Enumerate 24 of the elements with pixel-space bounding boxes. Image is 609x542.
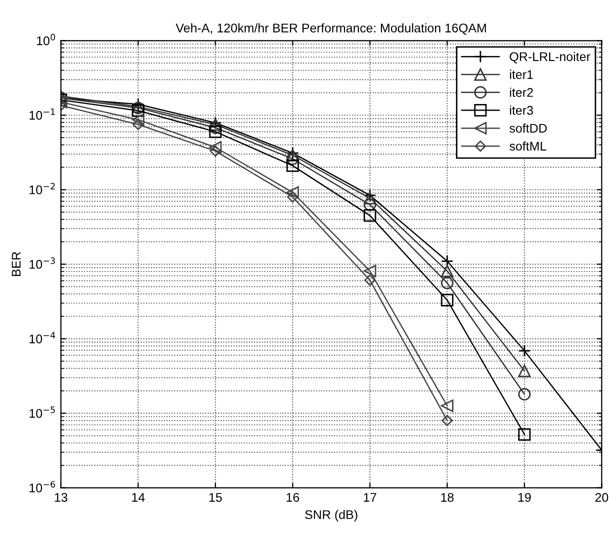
- legend-label: iter3: [510, 106, 533, 115]
- x-tick-label: 14: [132, 493, 145, 502]
- legend-label: iter1: [510, 70, 533, 79]
- x-tick-label: 20: [595, 492, 608, 502]
- x-tick-label: 16: [286, 492, 300, 502]
- y-tick-label: 10$^{−1}$: [30, 108, 55, 120]
- chart-title: Veh-A, 120km/hr BER Performance: Modulation 16QAM: [176, 23, 486, 35]
- legend-label: softML: [510, 141, 546, 151]
- x-tick-label: 17: [364, 493, 376, 502]
- legend-label: softDD: [510, 124, 547, 133]
- y-tick-label: 10$^{−5}$: [30, 406, 55, 418]
- x-tick-label: 13: [54, 492, 68, 502]
- y-tick-label: 10$^{−6}$: [30, 480, 56, 492]
- legend-label: iter2: [510, 88, 533, 97]
- y-tick-label: 10$^{−3}$: [30, 257, 55, 269]
- legend-label: QR-LRL-noiter: [510, 52, 590, 64]
- y-tick-label: 10$^{0}$: [36, 34, 56, 46]
- x-tick-label: 19: [518, 492, 531, 502]
- x-axis-title: SNR (dB): [305, 510, 358, 522]
- y-tick-label: 10$^{−4}$: [30, 332, 56, 344]
- y-axis-title: BER: [12, 252, 21, 276]
- x-tick-label: 15: [209, 493, 222, 502]
- y-tick-label: 10$^{−2}$: [30, 182, 55, 194]
- x-tick-label: 18: [441, 492, 454, 502]
